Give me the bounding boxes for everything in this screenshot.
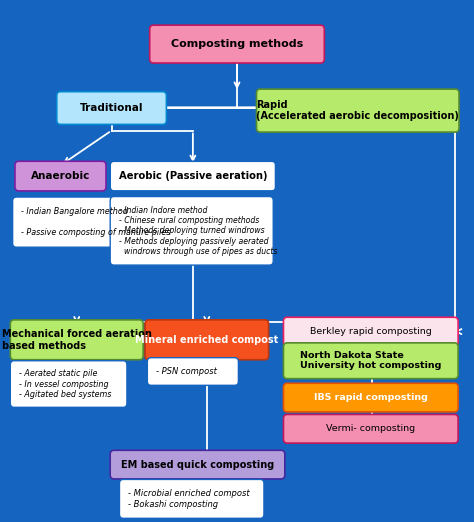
Text: Composting methods: Composting methods: [171, 39, 303, 49]
FancyBboxPatch shape: [110, 161, 275, 191]
FancyBboxPatch shape: [283, 317, 458, 346]
Text: Berkley rapid composting: Berkley rapid composting: [310, 327, 432, 336]
Text: IBS rapid composting: IBS rapid composting: [314, 393, 428, 402]
FancyBboxPatch shape: [10, 320, 143, 360]
Text: EM based quick composting: EM based quick composting: [121, 459, 274, 470]
FancyBboxPatch shape: [283, 414, 458, 443]
FancyBboxPatch shape: [110, 450, 285, 479]
Text: Rapid
(Accelerated aerobic decomposition): Rapid (Accelerated aerobic decomposition…: [256, 100, 459, 122]
FancyBboxPatch shape: [150, 25, 324, 63]
FancyBboxPatch shape: [13, 197, 129, 247]
Text: Traditional: Traditional: [80, 103, 143, 113]
Text: - Aerated static pile
- In vessel composting
- Agitated bed systems: - Aerated static pile - In vessel compos…: [18, 369, 111, 399]
FancyBboxPatch shape: [147, 358, 238, 385]
Text: Anaerobic: Anaerobic: [31, 171, 90, 181]
FancyBboxPatch shape: [57, 92, 166, 124]
FancyBboxPatch shape: [110, 197, 273, 265]
Text: - Indian Bangalore method

- Passive composting of manure piles: - Indian Bangalore method - Passive comp…: [21, 207, 170, 237]
Text: Vermi- composting: Vermi- composting: [326, 424, 415, 433]
Text: Mineral enriched compost: Mineral enriched compost: [135, 335, 278, 345]
Text: Mechanical forced aeration
based methods: Mechanical forced aeration based methods: [2, 329, 152, 351]
Text: Aerobic (Passive aeration): Aerobic (Passive aeration): [118, 171, 267, 181]
Text: - PSN compost: - PSN compost: [155, 367, 217, 376]
Text: North Dakota State
University hot composting: North Dakota State University hot compos…: [300, 351, 441, 371]
FancyBboxPatch shape: [10, 361, 127, 407]
FancyBboxPatch shape: [145, 320, 269, 360]
FancyBboxPatch shape: [119, 479, 264, 518]
Text: - Indian Indore method
- Chinese rural composting methods
- Methods deploying tu: - Indian Indore method - Chinese rural c…: [118, 206, 277, 256]
FancyBboxPatch shape: [256, 89, 459, 132]
FancyBboxPatch shape: [283, 343, 458, 378]
FancyBboxPatch shape: [15, 161, 106, 191]
FancyBboxPatch shape: [283, 383, 458, 412]
Text: - Microbial enriched compost
- Bokashi composting: - Microbial enriched compost - Bokashi c…: [128, 489, 249, 508]
